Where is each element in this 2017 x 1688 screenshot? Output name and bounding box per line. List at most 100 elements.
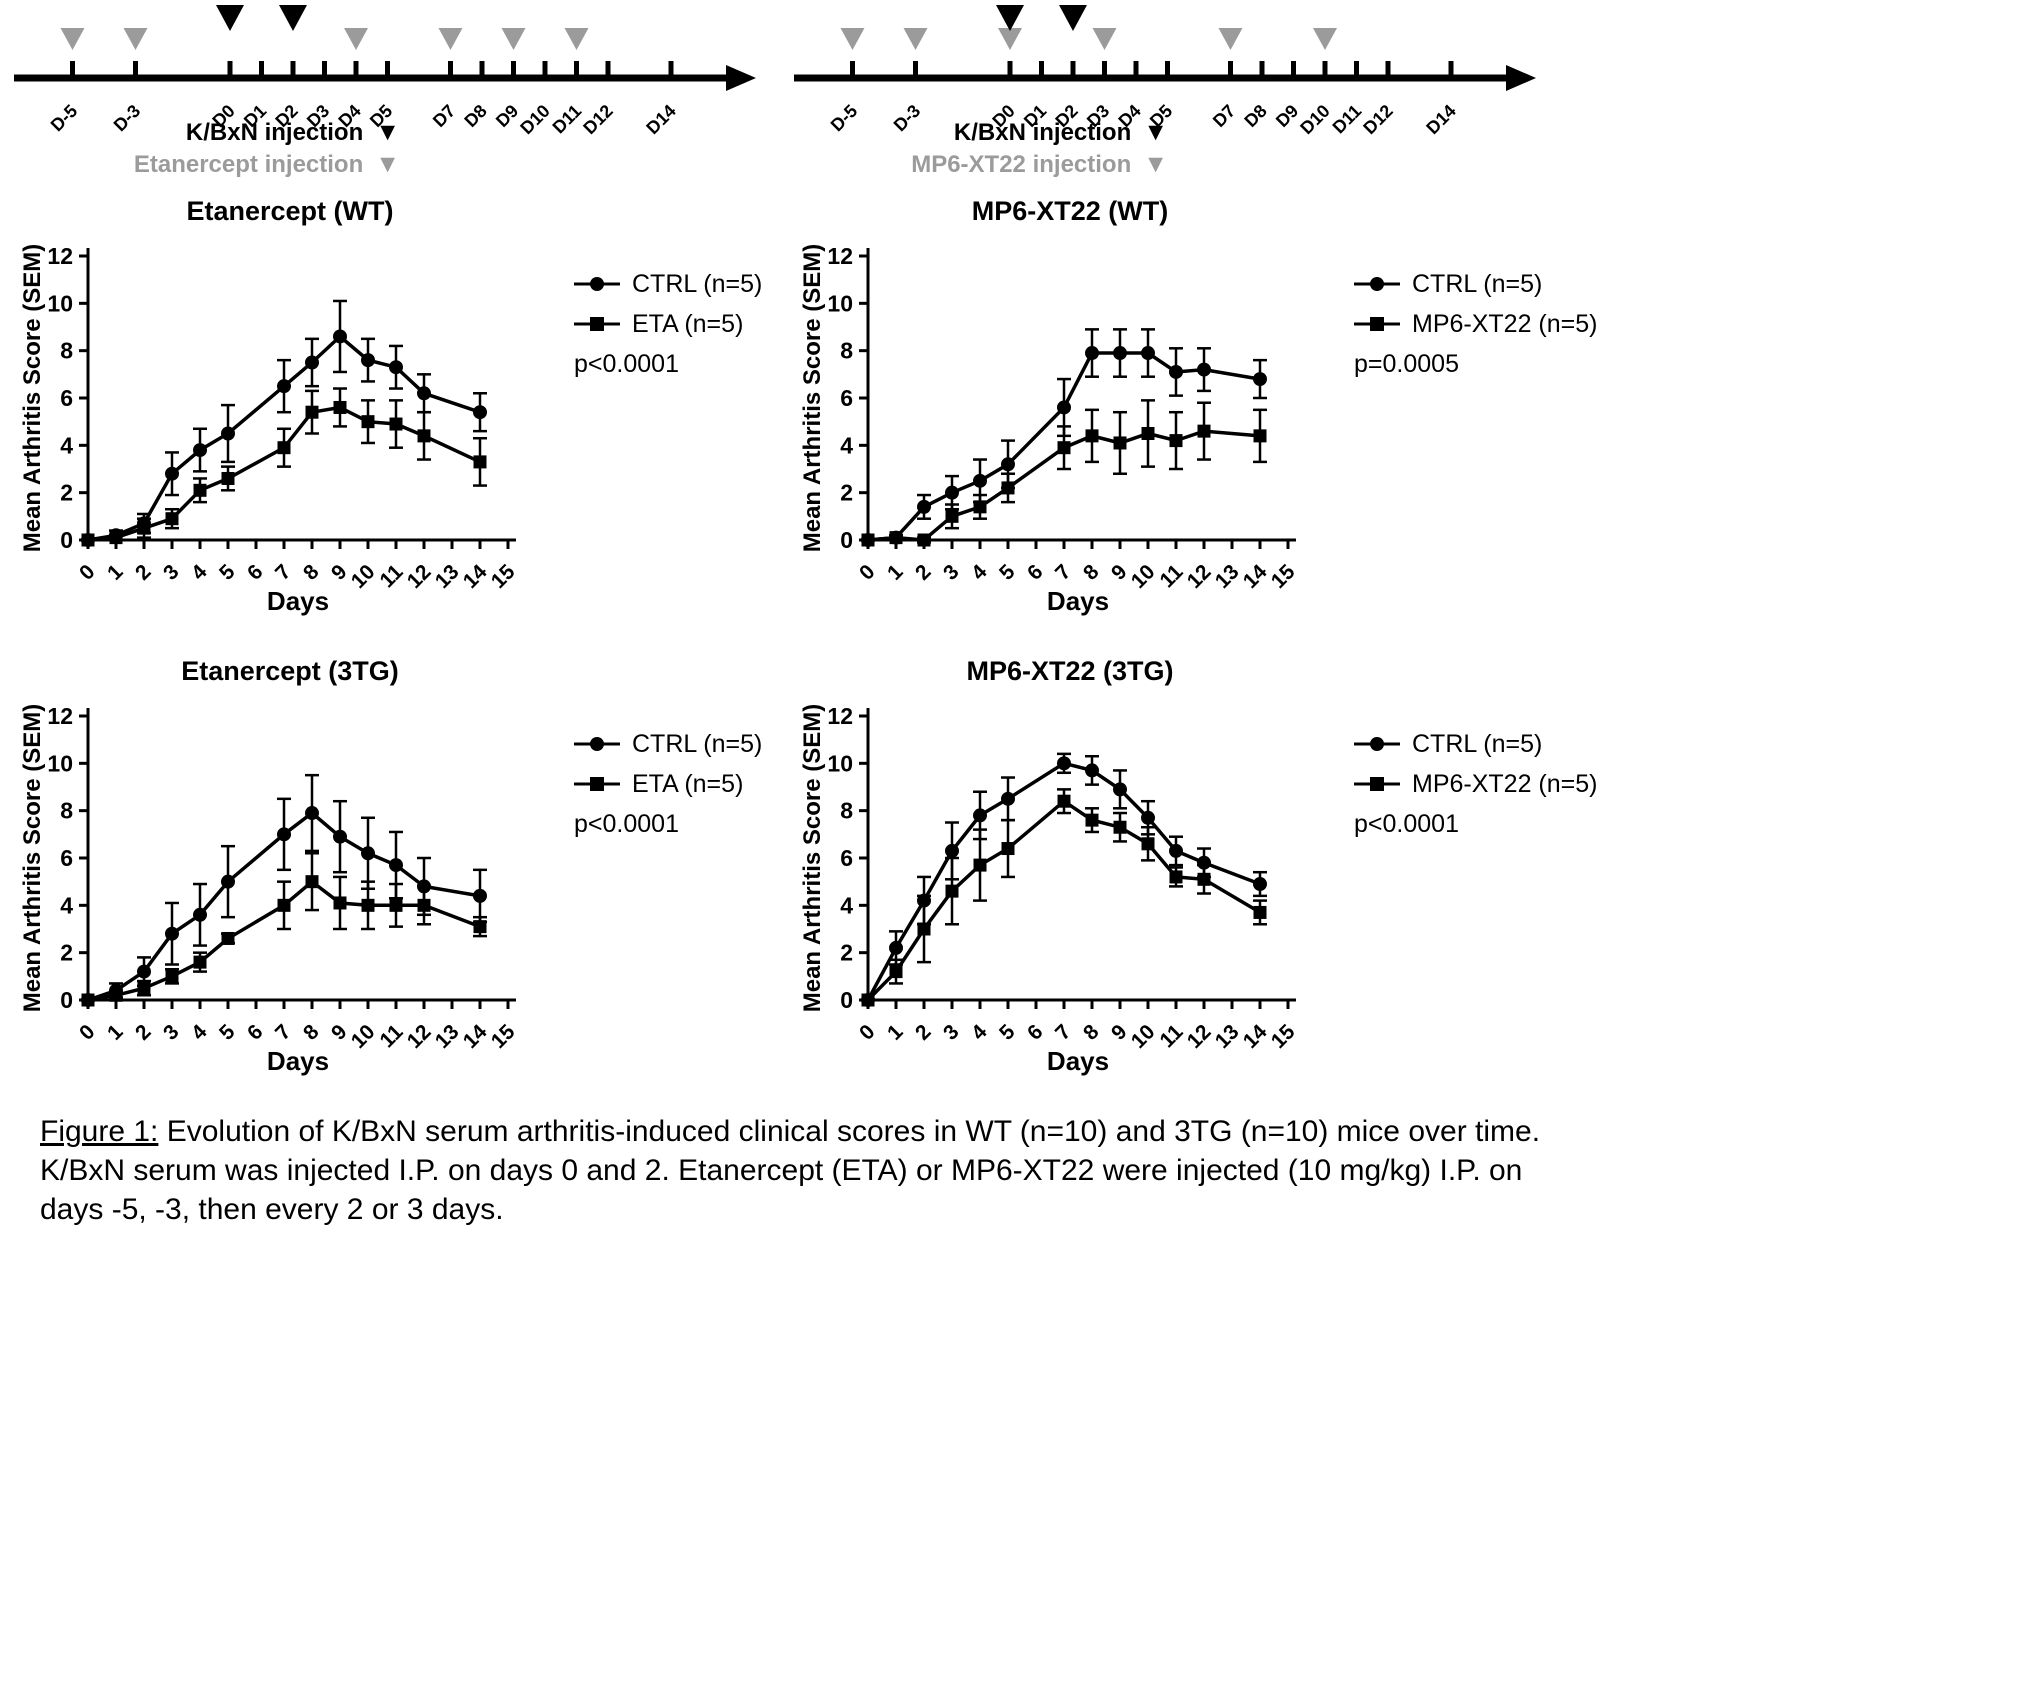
svg-text:4: 4 bbox=[967, 1020, 992, 1045]
figure-caption: Figure 1: Evolution of K/BxN serum arthr… bbox=[40, 1112, 1550, 1229]
svg-text:2: 2 bbox=[60, 940, 73, 966]
mp6xt22-injection-label: MP6-XT22 injection bbox=[911, 150, 1132, 178]
mp6xt22-legend-row: MP6-XT22 injection ▼ bbox=[788, 150, 1168, 179]
svg-text:9: 9 bbox=[327, 560, 352, 585]
legend-entry-mp6xt22: MP6-XT22 (n=5) bbox=[1354, 304, 1598, 344]
svg-text:Days: Days bbox=[1047, 1046, 1109, 1076]
legend-label-ctrl: CTRL (n=5) bbox=[632, 729, 763, 758]
timeline-etanercept: D-5 D-3 D0 D1 D2 D3 D4 D5 D7 D8 D9 D10 D11 D12 D14 K/B… bbox=[8, 4, 798, 194]
caption-text: Evolution of K/BxN serum arthritis-induc… bbox=[40, 1115, 1541, 1226]
svg-text:9: 9 bbox=[1107, 560, 1132, 585]
legend-entry-eta: ETA (n=5) bbox=[574, 764, 762, 804]
chart-mp6xt22-3tg: MP6-XT22 (3TG) 0 2 4 6 8 10 12 0 1 2 3 4 5 6 7 8 9 10 11 12… bbox=[799, 656, 1600, 1116]
svg-text:2: 2 bbox=[911, 1020, 936, 1045]
svg-text:D7: D7 bbox=[1209, 101, 1239, 131]
svg-text:15: 15 bbox=[487, 560, 520, 593]
square-marker-icon bbox=[1354, 317, 1400, 331]
svg-text:D14: D14 bbox=[642, 101, 679, 138]
legend-label-eta: ETA (n=5) bbox=[632, 309, 744, 338]
svg-text:2: 2 bbox=[131, 1020, 156, 1045]
svg-text:12: 12 bbox=[827, 243, 853, 269]
timeline-legend-etanercept: K/BxN injection ▼ Etanercept injection ▼ bbox=[8, 118, 400, 179]
p-value: p<0.0001 bbox=[574, 350, 679, 378]
svg-text:3: 3 bbox=[939, 560, 964, 585]
chart-title: Etanercept (WT) bbox=[186, 196, 394, 226]
chart-title: MP6-XT22 (3TG) bbox=[966, 656, 1174, 686]
svg-text:15: 15 bbox=[487, 1020, 520, 1053]
svg-text:0: 0 bbox=[60, 987, 73, 1013]
svg-text:3: 3 bbox=[939, 1020, 964, 1045]
svg-text:6: 6 bbox=[60, 845, 73, 871]
svg-text:4: 4 bbox=[60, 432, 73, 458]
svg-text:15: 15 bbox=[1267, 1020, 1300, 1053]
svg-text:5: 5 bbox=[215, 560, 240, 585]
p-value: p<0.0001 bbox=[1354, 810, 1459, 838]
svg-text:10: 10 bbox=[827, 290, 853, 316]
svg-text:6: 6 bbox=[840, 845, 853, 871]
svg-text:5: 5 bbox=[995, 1020, 1020, 1045]
svg-text:8: 8 bbox=[60, 338, 73, 364]
kbxn-injection-label: K/BxN injection bbox=[185, 118, 364, 146]
gray-arrow-icon: ▼ bbox=[375, 150, 400, 178]
svg-text:D8: D8 bbox=[460, 101, 490, 131]
chart-mp6xt22-wt: MP6-XT22 (WT) 0 2 4 6 8 10 12 0 1 2 3 4 5 6 7 8 9 10 11 12 1… bbox=[799, 196, 1600, 656]
kbxn-legend-row: K/BxN injection ▼ bbox=[8, 118, 400, 147]
svg-text:3: 3 bbox=[159, 1020, 184, 1045]
svg-text:9: 9 bbox=[327, 1020, 352, 1045]
gray-arrow-icon: ▼ bbox=[1143, 150, 1168, 178]
svg-text:2: 2 bbox=[60, 480, 73, 506]
chart-legend: CTRL (n=5) MP6-XT22 (n=5) p=0.0005 bbox=[1354, 264, 1598, 379]
svg-text:8: 8 bbox=[60, 798, 73, 824]
square-marker-icon bbox=[574, 317, 620, 331]
svg-text:10: 10 bbox=[347, 1020, 380, 1053]
svg-text:0: 0 bbox=[855, 1020, 880, 1045]
legend-entry-ctrl: CTRL (n=5) bbox=[1354, 264, 1598, 304]
chart-title: MP6-XT22 (WT) bbox=[971, 196, 1169, 226]
svg-text:12: 12 bbox=[47, 243, 73, 269]
svg-text:6: 6 bbox=[243, 1020, 268, 1045]
svg-text:Days: Days bbox=[1047, 586, 1109, 616]
black-arrow-icon: ▼ bbox=[375, 118, 400, 146]
svg-text:2: 2 bbox=[840, 480, 853, 506]
svg-text:6: 6 bbox=[243, 560, 268, 585]
svg-text:10: 10 bbox=[827, 750, 853, 776]
svg-text:Mean Arthritis Score (SEM): Mean Arthritis Score (SEM) bbox=[19, 704, 46, 1013]
svg-text:D12: D12 bbox=[1359, 101, 1396, 138]
svg-text:2: 2 bbox=[131, 560, 156, 585]
legend-entry-ctrl: CTRL (n=5) bbox=[574, 264, 762, 304]
svg-text:0: 0 bbox=[75, 560, 100, 585]
svg-text:D14: D14 bbox=[1422, 101, 1459, 138]
figure-label: Figure 1: bbox=[40, 1115, 159, 1148]
svg-text:7: 7 bbox=[1051, 1020, 1076, 1045]
chart-etanercept-wt: Etanercept (WT) 0 2 4 6 8 10 12 0 1 2 3 4 5 6 7 8 9 10 11 1… bbox=[19, 196, 820, 656]
legend-label-mp6xt22: MP6-XT22 (n=5) bbox=[1412, 309, 1598, 338]
svg-text:2: 2 bbox=[840, 940, 853, 966]
chart-title: Etanercept (3TG) bbox=[181, 656, 399, 686]
chart-legend: CTRL (n=5) MP6-XT22 (n=5) p<0.0001 bbox=[1354, 724, 1598, 839]
svg-text:8: 8 bbox=[1079, 560, 1104, 585]
chart-legend: CTRL (n=5) ETA (n=5) p<0.0001 bbox=[574, 724, 762, 839]
svg-text:10: 10 bbox=[47, 750, 73, 776]
square-marker-icon bbox=[1354, 777, 1400, 791]
svg-text:4: 4 bbox=[187, 560, 212, 585]
svg-text:Days: Days bbox=[267, 586, 329, 616]
legend-entry-eta: ETA (n=5) bbox=[574, 304, 762, 344]
svg-text:D11: D11 bbox=[1329, 101, 1366, 138]
svg-text:12: 12 bbox=[827, 703, 853, 729]
svg-text:7: 7 bbox=[271, 560, 296, 585]
timeline-legend-mp6xt22: K/BxN injection ▼ MP6-XT22 injection ▼ bbox=[788, 118, 1168, 179]
svg-text:D12: D12 bbox=[579, 101, 616, 138]
kbxn-legend-row: K/BxN injection ▼ bbox=[788, 118, 1168, 147]
svg-text:4: 4 bbox=[967, 560, 992, 585]
svg-text:8: 8 bbox=[299, 560, 324, 585]
etanercept-injection-label: Etanercept injection bbox=[133, 150, 364, 178]
svg-text:0: 0 bbox=[840, 527, 853, 553]
legend-label-ctrl: CTRL (n=5) bbox=[632, 269, 763, 298]
svg-text:Mean Arthritis Score (SEM): Mean Arthritis Score (SEM) bbox=[19, 244, 46, 553]
p-value: p=0.0005 bbox=[1354, 350, 1459, 378]
legend-label-ctrl: CTRL (n=5) bbox=[1412, 729, 1543, 758]
svg-text:15: 15 bbox=[1267, 560, 1300, 593]
